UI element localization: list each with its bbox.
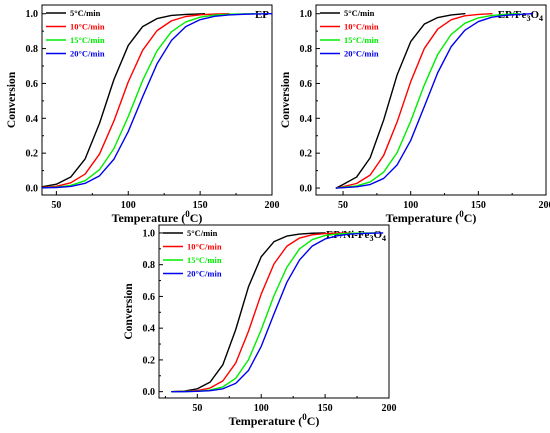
x-axis-label: Temperature (0C) xyxy=(229,412,320,428)
series-line-4 xyxy=(41,13,273,189)
x-axis-label-superscript: 0 xyxy=(459,209,464,219)
legend-label: 15°C/min xyxy=(187,255,222,265)
y-tick-label: 0.6 xyxy=(143,292,156,303)
y-tick-label: 0.2 xyxy=(300,149,313,160)
x-tick-label: 200 xyxy=(382,403,397,414)
legend-label: 20°C/min xyxy=(187,269,222,279)
x-axis-label-text: Temperature ( xyxy=(229,414,303,428)
legend-label: 5°C/min xyxy=(344,8,375,18)
x-tick-label: 100 xyxy=(254,403,269,414)
x-axis-label-unit: C) xyxy=(190,211,203,225)
legend-label: 10°C/min xyxy=(344,22,379,32)
y-tick-label: 0.8 xyxy=(143,260,156,271)
series-line-1 xyxy=(41,13,206,188)
x-tick-label: 50 xyxy=(192,403,202,414)
y-tick-label: 0.4 xyxy=(143,324,156,335)
y-tick-label: 0.2 xyxy=(26,149,39,160)
y-axis-label: Conversion xyxy=(280,71,292,128)
x-tick-label: 200 xyxy=(539,200,550,211)
x-tick-label: 150 xyxy=(193,200,208,211)
series-line-4 xyxy=(335,13,534,189)
y-tick-label: 1.0 xyxy=(143,228,156,239)
y-tick-label: 0.8 xyxy=(300,44,313,55)
series-line-3 xyxy=(335,13,520,189)
y-tick-label: 0.8 xyxy=(26,44,39,55)
x-axis-label-unit: C) xyxy=(307,414,320,428)
legend-label: 15°C/min xyxy=(70,35,105,45)
y-tick-label: 0.4 xyxy=(300,114,313,125)
x-tick-label: 200 xyxy=(265,200,280,211)
legend: 5°C/min 10°C/min 15°C/min 20°C/min xyxy=(46,8,105,59)
x-tick-label: 150 xyxy=(471,200,486,211)
panel-title-text-tail: O xyxy=(530,9,539,21)
panel-title-text: EP xyxy=(255,9,269,21)
legend-label: 20°C/min xyxy=(344,49,379,59)
panel-title: EP xyxy=(255,9,269,21)
y-tick-label: 0.6 xyxy=(300,79,313,90)
plot-frame xyxy=(315,4,547,196)
y-tick-label: 0.0 xyxy=(300,184,313,195)
plot-frame xyxy=(158,224,390,399)
y-tick-label: 0.4 xyxy=(26,114,39,125)
panel-title-subscript: 3 xyxy=(369,234,373,243)
series-line-2 xyxy=(171,232,352,393)
chart-panel-3: 50 100 150 200 0.0 0.2 0.4 0.6 0.8 1.0 Conversion T… xyxy=(123,224,397,428)
x-tick-label: 150 xyxy=(318,403,333,414)
series-line-1 xyxy=(171,232,326,393)
x-tick-label: 50 xyxy=(51,200,61,211)
panel-title-text-tail: O xyxy=(373,229,382,241)
y-tick-label: 0.0 xyxy=(26,184,39,195)
legend-label: 5°C/min xyxy=(187,228,218,238)
x-tick-label: 50 xyxy=(338,200,348,211)
legend: 5°C/min 10°C/min 15°C/min 20°C/min xyxy=(163,228,222,279)
y-tick-label: 0.6 xyxy=(26,79,39,90)
x-axis-label-superscript: 0 xyxy=(302,412,307,422)
y-tick-label: 1.0 xyxy=(26,9,39,20)
x-axis-label-text: Temperature ( xyxy=(386,211,460,225)
legend-label: 15°C/min xyxy=(344,35,379,45)
legend: 5°C/min 10°C/min 15°C/min 20°C/min xyxy=(320,8,379,59)
legend-label: 10°C/min xyxy=(70,22,105,32)
x-tick-label: 100 xyxy=(403,200,418,211)
chart-panel-2: 50 100 150 200 0.0 0.2 0.4 0.6 0.8 1.0 Conversion T… xyxy=(280,4,550,225)
series-line-2 xyxy=(41,13,230,189)
legend-label: 5°C/min xyxy=(70,8,101,18)
chart-panel-1: 50 100 150 200 0.0 0.2 0.4 0.6 0.8 1.0 Conversion T… xyxy=(6,4,280,225)
legend-label: 10°C/min xyxy=(187,242,222,252)
y-tick-label: 0.0 xyxy=(143,387,156,398)
series-line-4 xyxy=(171,232,384,393)
series-line-2 xyxy=(335,13,493,189)
panel-title-subscript: 4 xyxy=(539,14,543,23)
panel-title-subscript: 3 xyxy=(526,14,530,23)
y-axis-label: Conversion xyxy=(123,283,135,340)
y-axis-label: Conversion xyxy=(6,71,18,128)
x-tick-label: 100 xyxy=(121,200,136,211)
x-axis-label-unit: C) xyxy=(464,211,477,225)
plot-frame xyxy=(41,4,273,196)
panel-title-subscript: 4 xyxy=(382,234,386,243)
series-line-1 xyxy=(335,13,466,189)
x-axis-label-superscript: 0 xyxy=(185,209,190,219)
legend-label: 20°C/min xyxy=(70,49,105,59)
x-axis-label: Temperature (0C) xyxy=(112,209,203,225)
series-line-3 xyxy=(41,13,259,189)
x-axis-label-text: Temperature ( xyxy=(112,211,186,225)
x-axis-label: Temperature (0C) xyxy=(386,209,477,225)
y-tick-label: 1.0 xyxy=(300,9,313,20)
y-tick-label: 0.2 xyxy=(143,355,156,366)
